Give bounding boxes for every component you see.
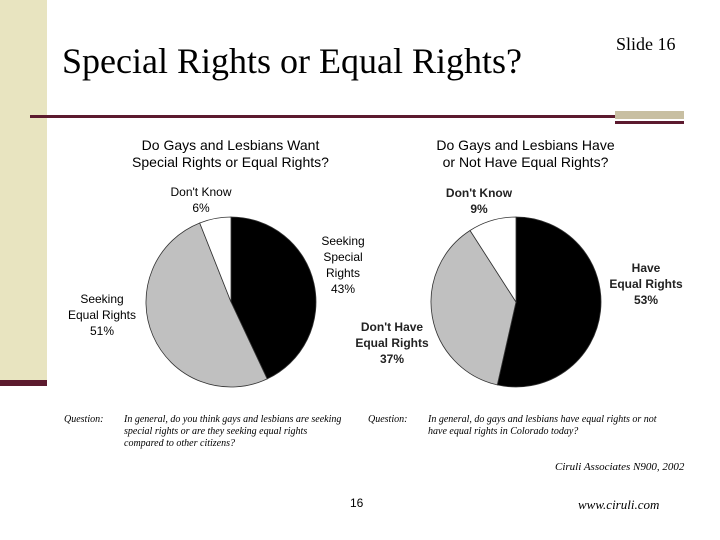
label-line: Seeking — [321, 234, 365, 248]
label-line: Have — [631, 261, 661, 275]
title-rule — [30, 115, 615, 118]
pie-slice-1-2 — [145, 222, 268, 388]
label-line: Equal Rights — [609, 277, 683, 291]
chart1-label-seeking-special: Seeking Special Rights 43% — [300, 233, 386, 297]
sidebar-accent-bar — [0, 380, 47, 386]
chart2-question-text: In general, do gays and lesbians have eq… — [428, 414, 657, 437]
chart1-title-line2: Special Rights or Equal Rights? — [132, 154, 329, 170]
chart2-label-have-equal: Have Equal Rights 53% — [602, 260, 690, 308]
chart2-title-line2: or Not Have Equal Rights? — [442, 154, 609, 170]
chart2-label-dont-have-equal: Don't Have Equal Rights 37% — [348, 319, 436, 367]
chart2-title-line1: Do Gays and Lesbians Have — [436, 137, 615, 153]
label-line: 53% — [633, 293, 659, 307]
page-number: 16 — [350, 496, 364, 510]
label-line: Equal Rights — [355, 336, 429, 350]
label-line: Rights — [325, 266, 360, 280]
label-line: 6% — [192, 201, 210, 215]
chart1-title: Do Gays and Lesbians Want Special Rights… — [108, 137, 353, 171]
pie-slice-2-3 — [469, 216, 517, 304]
pie-chart-1 — [145, 216, 317, 388]
slide-label: Slide 16 — [616, 34, 676, 54]
label-line: Equal Rights — [67, 308, 137, 322]
title-rule-accent — [615, 111, 684, 119]
chart2-label-dont-know: Don't Know 9% — [440, 185, 518, 217]
label-line: 9% — [470, 202, 488, 216]
sidebar-decoration — [0, 0, 47, 386]
chart1-question-text: In general, do you think gays and lesbia… — [124, 414, 342, 449]
label-line: 51% — [89, 324, 115, 338]
chart1-title-line1: Do Gays and Lesbians Want — [141, 137, 320, 153]
label-line: Don't Know — [445, 186, 513, 200]
pie-slice-1-3 — [199, 216, 232, 303]
pie-slice-1-1 — [230, 216, 317, 380]
source-note: Ciruli Associates N900, 2002 — [555, 461, 685, 473]
label-line: Special — [323, 250, 363, 264]
label-line: Don't Have — [360, 320, 424, 334]
label-line: 37% — [379, 352, 405, 366]
label-line: Seeking — [80, 292, 124, 306]
pie-slice-2-1 — [496, 216, 602, 388]
chart1-label-dont-know: Don't Know 6% — [162, 184, 240, 216]
pie-chart-2 — [430, 216, 602, 388]
website-url: www.ciruli.com — [578, 497, 660, 512]
slide-title: Special Rights or Equal Rights? — [62, 41, 522, 81]
title-rule-accent-line — [615, 121, 684, 124]
label-line: 43% — [330, 282, 356, 296]
chart1-question-label: Question: — [64, 414, 104, 425]
chart2-question-label: Question: — [368, 414, 408, 425]
chart1-label-seeking-equal: Seeking Equal Rights 51% — [60, 291, 144, 339]
label-line: Don't Know — [170, 185, 232, 199]
chart2-title: Do Gays and Lesbians Have or Not Have Eq… — [408, 137, 643, 171]
